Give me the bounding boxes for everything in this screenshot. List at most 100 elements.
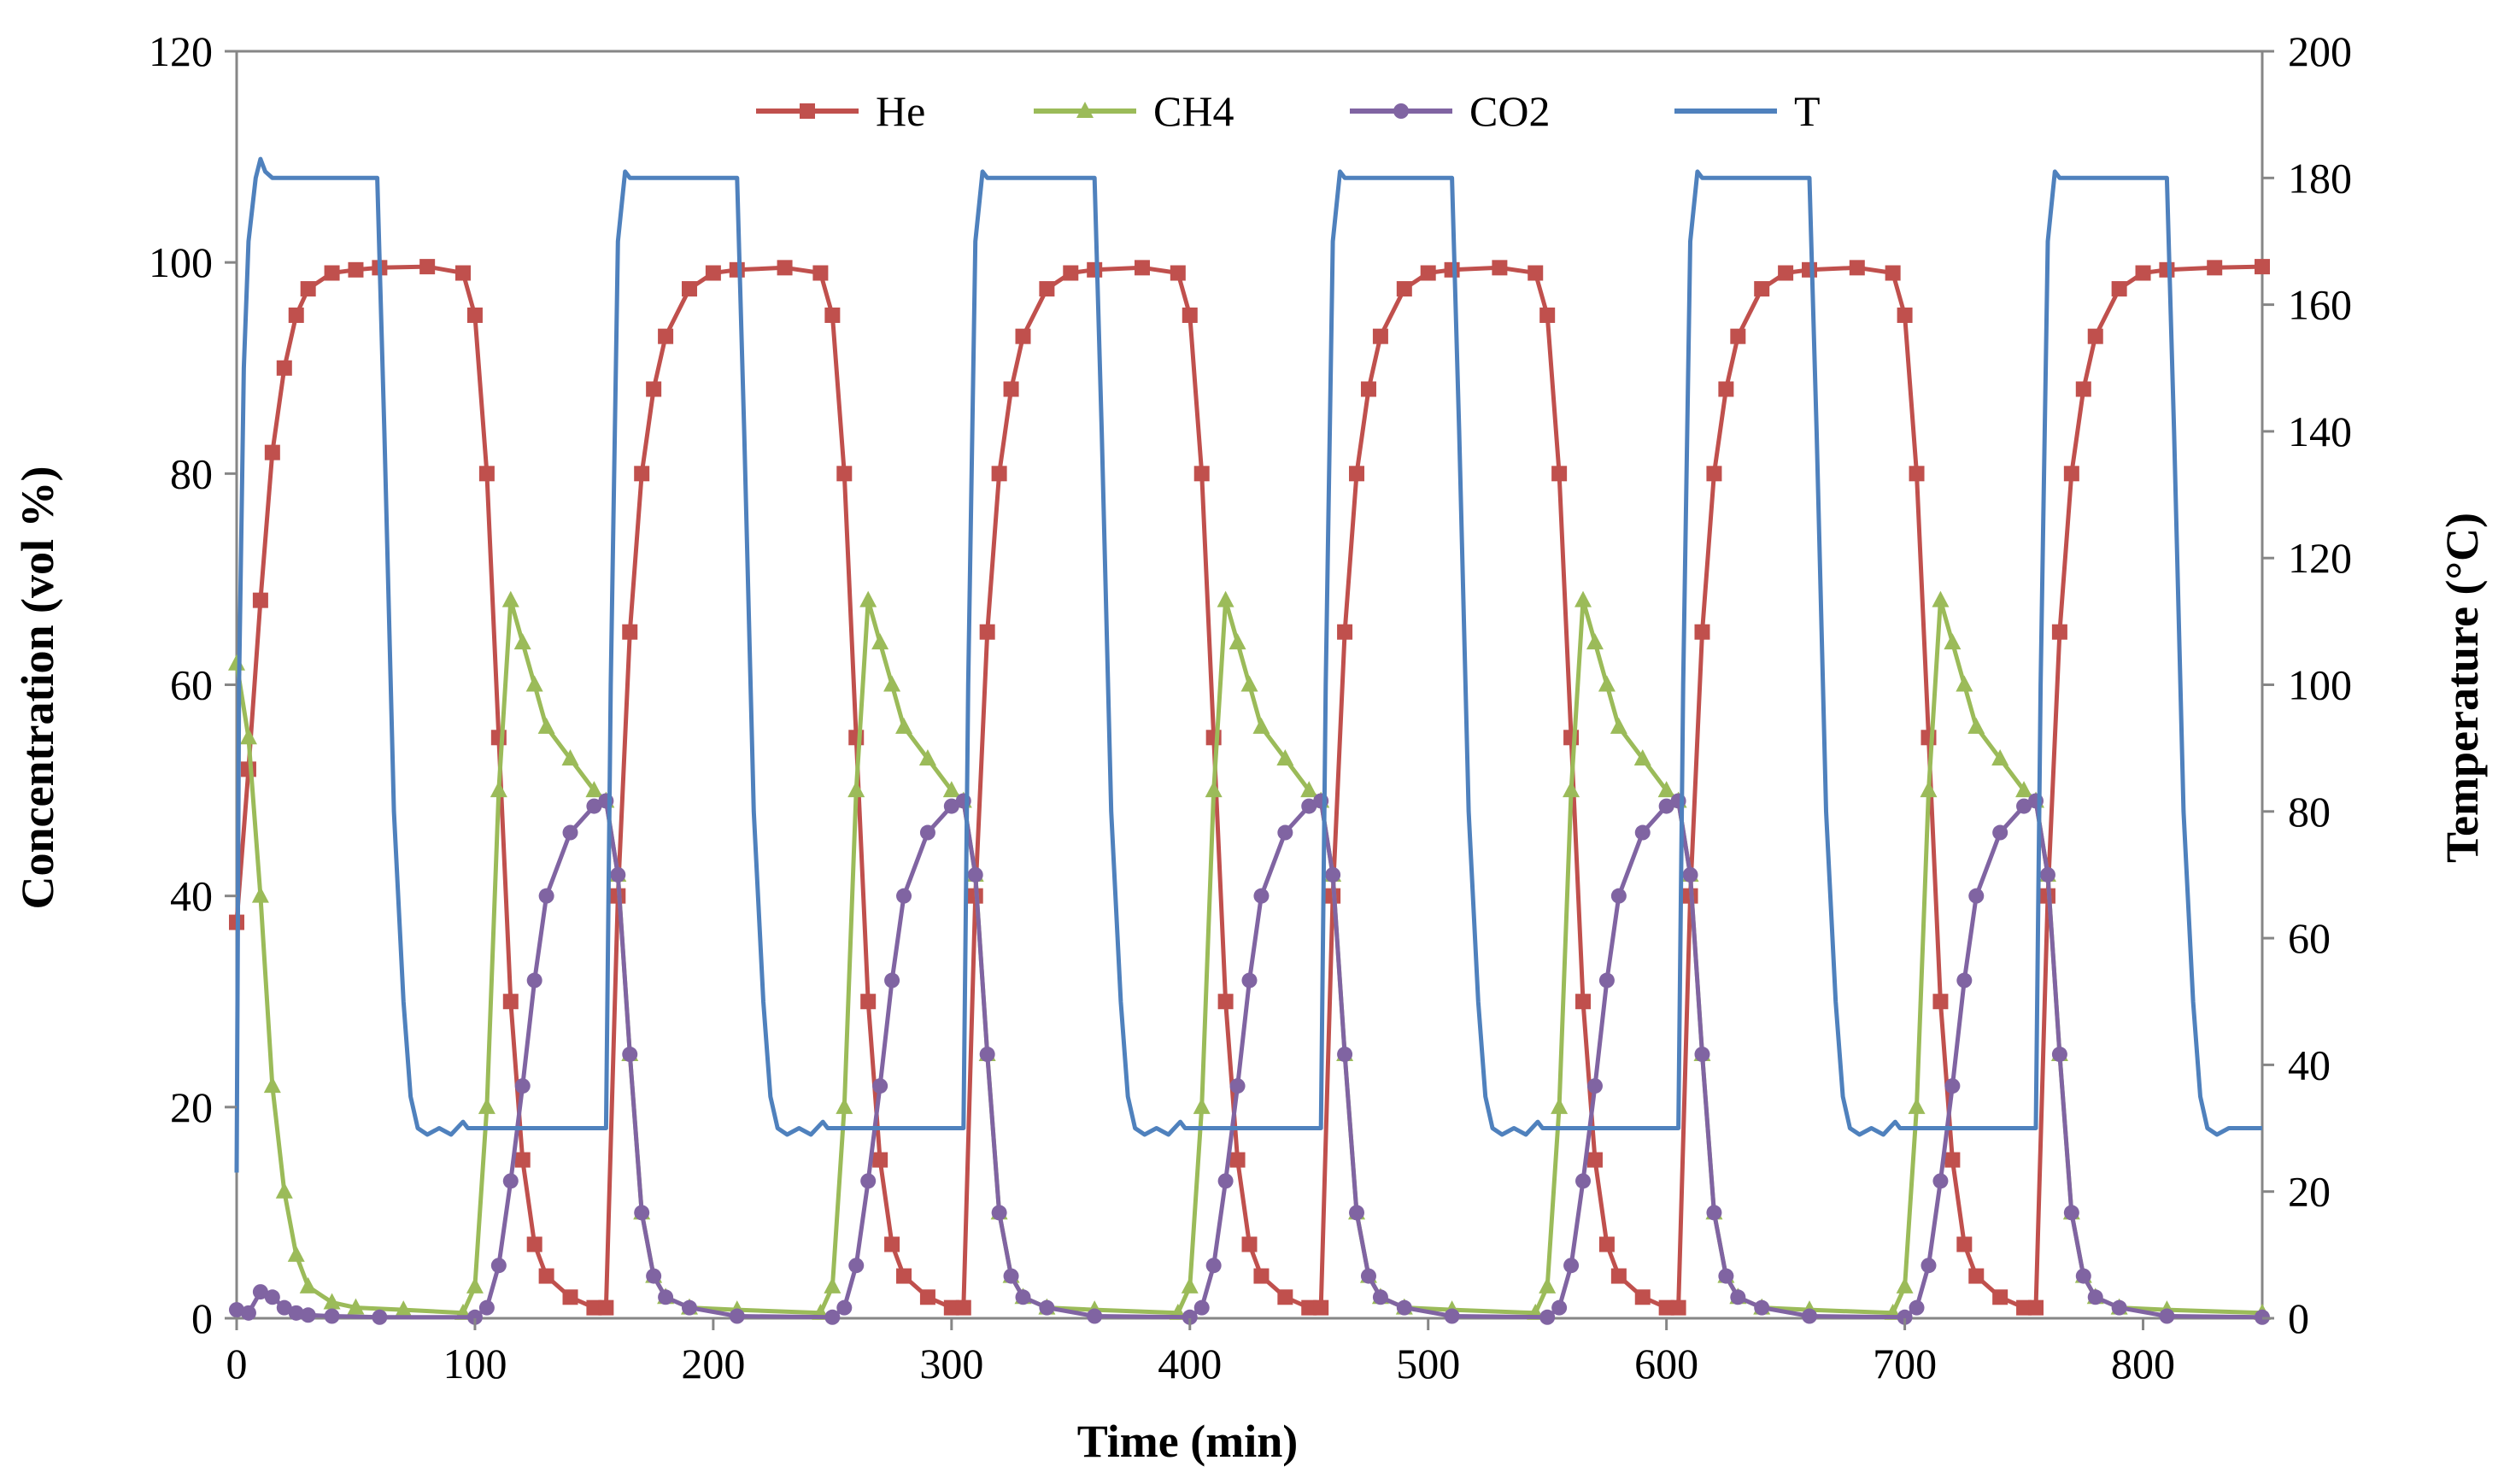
data-point-co2 bbox=[943, 798, 959, 814]
data-point-he bbox=[300, 281, 316, 297]
data-point-co2 bbox=[1277, 824, 1293, 841]
data-point-he bbox=[991, 466, 1007, 482]
data-point-co2 bbox=[288, 1305, 304, 1321]
data-point-ch4 bbox=[1193, 1097, 1211, 1114]
data-point-he bbox=[2016, 1299, 2032, 1316]
data-point-co2 bbox=[919, 824, 935, 841]
series-co2 bbox=[229, 793, 2270, 1325]
data-point-co2 bbox=[1586, 1078, 1603, 1094]
x-tick-label: 300 bbox=[919, 1340, 983, 1387]
data-point-he bbox=[1718, 381, 1734, 397]
data-point-ch4 bbox=[1586, 633, 1604, 650]
data-point-ch4 bbox=[1896, 1276, 1914, 1293]
data-point-he bbox=[1134, 260, 1150, 276]
data-point-he bbox=[1063, 265, 1079, 281]
y2-tick-label: 200 bbox=[2288, 27, 2352, 75]
data-point-co2 bbox=[1956, 972, 1973, 988]
data-point-co2 bbox=[1039, 1299, 1055, 1316]
data-point-co2 bbox=[1944, 1078, 1961, 1094]
data-point-he bbox=[955, 1299, 971, 1316]
data-point-co2 bbox=[1598, 972, 1615, 988]
data-point-ch4 bbox=[1991, 749, 2009, 766]
data-point-ch4 bbox=[1657, 781, 1675, 798]
data-point-he bbox=[824, 307, 841, 323]
data-point-he bbox=[276, 360, 292, 376]
x-tick-label: 600 bbox=[1634, 1340, 1698, 1387]
data-point-ch4 bbox=[1252, 717, 1270, 734]
y2-tick-label: 0 bbox=[2288, 1294, 2309, 1342]
data-point-co2 bbox=[1444, 1308, 1460, 1324]
data-point-he bbox=[1956, 1236, 1973, 1252]
data-point-ch4 bbox=[918, 749, 936, 766]
series-layer bbox=[228, 156, 2271, 1325]
data-point-co2 bbox=[1909, 1299, 1925, 1316]
data-point-co2 bbox=[240, 1305, 256, 1321]
y-tick-label: 100 bbox=[149, 238, 213, 286]
data-point-co2 bbox=[1229, 1078, 1246, 1094]
data-point-he bbox=[1586, 1152, 1603, 1168]
y2-tick-label: 20 bbox=[2288, 1168, 2331, 1216]
data-point-co2 bbox=[896, 888, 912, 904]
data-point-he bbox=[598, 1299, 614, 1316]
legend-label-he: He bbox=[876, 87, 925, 135]
data-point-co2 bbox=[1610, 888, 1627, 904]
data-point-he bbox=[2051, 624, 2067, 640]
data-point-co2 bbox=[658, 1289, 674, 1305]
y-tick-label: 0 bbox=[191, 1294, 213, 1342]
data-point-co2 bbox=[1551, 1299, 1568, 1316]
data-point-co2 bbox=[1682, 866, 1698, 883]
data-point-he bbox=[2075, 381, 2091, 397]
y2-tick-label: 140 bbox=[2288, 408, 2352, 455]
data-point-he bbox=[1598, 1236, 1615, 1252]
data-point-ch4 bbox=[1633, 749, 1651, 766]
data-point-ch4 bbox=[585, 781, 603, 798]
data-point-ch4 bbox=[287, 1245, 305, 1262]
data-point-co2 bbox=[2159, 1308, 2175, 1324]
data-point-ch4 bbox=[561, 749, 579, 766]
data-point-he bbox=[2207, 260, 2223, 276]
y-tick-label: 20 bbox=[170, 1083, 213, 1131]
data-point-co2 bbox=[1802, 1308, 1818, 1324]
y-tick-label: 40 bbox=[170, 872, 213, 920]
data-point-co2 bbox=[1754, 1299, 1770, 1316]
data-point-he bbox=[812, 265, 829, 281]
data-point-he bbox=[729, 261, 745, 278]
data-point-ch4 bbox=[1563, 781, 1580, 798]
data-point-co2 bbox=[1897, 1309, 1913, 1325]
data-point-ch4 bbox=[347, 1298, 365, 1315]
y2-tick-label: 40 bbox=[2288, 1041, 2331, 1088]
data-point-ch4 bbox=[2015, 781, 2033, 798]
data-point-he bbox=[1492, 260, 1508, 276]
axes-layer: 0 100 200 300 400 500 600 700 800020406080100120… bbox=[149, 27, 2352, 1387]
data-point-co2 bbox=[229, 1302, 244, 1318]
data-point-co2 bbox=[848, 1258, 865, 1274]
legend-label-ch4: CH4 bbox=[1153, 87, 1234, 135]
y2-tick-label: 80 bbox=[2288, 788, 2331, 836]
data-point-co2 bbox=[872, 1078, 888, 1094]
data-point-he bbox=[634, 466, 650, 482]
data-point-ch4 bbox=[478, 1097, 496, 1114]
data-point-ch4 bbox=[1610, 717, 1627, 734]
data-point-ch4 bbox=[942, 781, 960, 798]
y2-axis-title: Temperature (°C) bbox=[2437, 513, 2488, 863]
data-point-he bbox=[264, 444, 280, 460]
data-point-co2 bbox=[264, 1289, 280, 1305]
data-point-he bbox=[454, 265, 471, 281]
data-point-co2 bbox=[2016, 798, 2032, 814]
data-point-co2 bbox=[967, 866, 983, 883]
data-point-ch4 bbox=[1956, 675, 1973, 692]
x-tick-label: 700 bbox=[1873, 1340, 1937, 1387]
data-point-co2 bbox=[1575, 1173, 1592, 1189]
data-point-he bbox=[1897, 307, 1913, 323]
data-point-he bbox=[324, 265, 340, 281]
data-point-he bbox=[514, 1152, 531, 1168]
data-point-he bbox=[777, 260, 793, 276]
data-point-co2 bbox=[1003, 1268, 1019, 1284]
data-point-he bbox=[1706, 466, 1722, 482]
data-point-ch4 bbox=[847, 781, 865, 798]
data-point-co2 bbox=[2051, 1047, 2067, 1063]
data-point-co2 bbox=[2111, 1299, 2127, 1316]
data-point-co2 bbox=[252, 1284, 268, 1300]
data-point-he bbox=[348, 261, 364, 278]
